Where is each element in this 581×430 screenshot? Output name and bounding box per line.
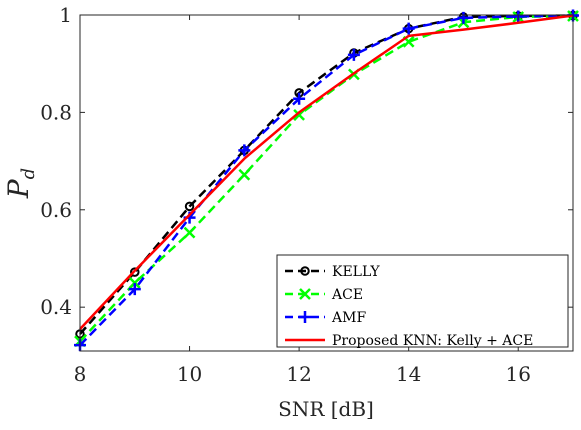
data-point-amf <box>128 283 141 296</box>
x-tick-label: 14 <box>396 362 421 386</box>
legend-marker-kelly <box>300 266 310 276</box>
legend-label-kelly: KELLY <box>332 264 380 280</box>
data-point-kelly <box>130 267 140 277</box>
series-proposed-knn-kelly-ace <box>79 14 574 330</box>
x-tick-label: 8 <box>74 362 87 386</box>
legend: KELLY ACE AMF Proposed KNN: Kelly + ACE <box>276 254 569 349</box>
y-tick-label: 0.6 <box>40 198 72 222</box>
legend-label-proposed-knn-kelly-ace: Proposed KNN: Kelly + ACE <box>332 333 533 349</box>
data-point-amf <box>293 92 306 105</box>
data-point-amf <box>347 48 360 61</box>
legend-label-ace: ACE <box>331 287 363 303</box>
y-tick-label: 0.8 <box>40 100 72 124</box>
legend-box <box>276 254 569 348</box>
data-point-ace <box>128 276 141 289</box>
series-line-amf <box>79 14 574 347</box>
y-tick-label: 1 <box>59 3 72 27</box>
y-axis-label: Pd <box>2 168 39 199</box>
x-tick-label: 12 <box>286 362 311 386</box>
data-point-amf <box>238 144 251 157</box>
data-point-kelly <box>184 201 195 212</box>
data-point-amf <box>402 22 415 35</box>
legend-marker-ace <box>299 288 311 300</box>
ticks-layer: 8 10 12 14 16 0.4 0.6 0.8 1 <box>40 3 573 386</box>
data-point-ace <box>238 168 251 181</box>
x-axis-label: SNR [dB] <box>278 397 374 421</box>
x-tick-label: 10 <box>177 362 202 386</box>
series-line-kelly <box>79 14 574 335</box>
legend-label-amf: AMF <box>331 310 366 326</box>
data-point-amf <box>457 11 470 24</box>
y-axis-label-main: P <box>2 178 35 199</box>
y-tick-label: 0.4 <box>40 295 72 319</box>
data-point-ace <box>183 226 196 239</box>
y-axis-label-subscript: d <box>18 168 39 180</box>
legend-marker-amf <box>299 311 311 323</box>
series-line-proposed-knn-kelly-ace <box>79 14 574 330</box>
series-line-ace <box>79 14 574 343</box>
plot-frame <box>79 14 574 352</box>
x-tick-label: 16 <box>505 362 530 386</box>
